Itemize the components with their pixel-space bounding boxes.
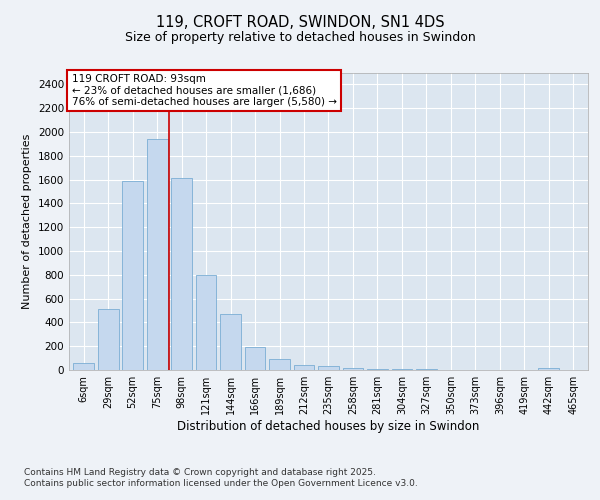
Bar bbox=[392, 369, 412, 370]
X-axis label: Distribution of detached houses by size in Swindon: Distribution of detached houses by size … bbox=[178, 420, 479, 433]
Bar bbox=[318, 366, 339, 370]
Text: Size of property relative to detached houses in Swindon: Size of property relative to detached ho… bbox=[125, 31, 475, 44]
Bar bbox=[220, 314, 241, 370]
Bar bbox=[122, 181, 143, 370]
Bar bbox=[196, 275, 217, 370]
Text: 119 CROFT ROAD: 93sqm
← 23% of detached houses are smaller (1,686)
76% of semi-d: 119 CROFT ROAD: 93sqm ← 23% of detached … bbox=[71, 74, 337, 107]
Bar bbox=[245, 347, 265, 370]
Bar bbox=[73, 364, 94, 370]
Bar bbox=[147, 139, 167, 370]
Text: 119, CROFT ROAD, SWINDON, SN1 4DS: 119, CROFT ROAD, SWINDON, SN1 4DS bbox=[155, 15, 445, 30]
Bar bbox=[269, 360, 290, 370]
Bar bbox=[343, 368, 364, 370]
Bar bbox=[367, 369, 388, 370]
Bar bbox=[98, 310, 119, 370]
Bar bbox=[538, 368, 559, 370]
Bar bbox=[293, 364, 314, 370]
Text: Contains HM Land Registry data © Crown copyright and database right 2025.
Contai: Contains HM Land Registry data © Crown c… bbox=[24, 468, 418, 487]
Y-axis label: Number of detached properties: Number of detached properties bbox=[22, 134, 32, 309]
Bar bbox=[171, 178, 192, 370]
